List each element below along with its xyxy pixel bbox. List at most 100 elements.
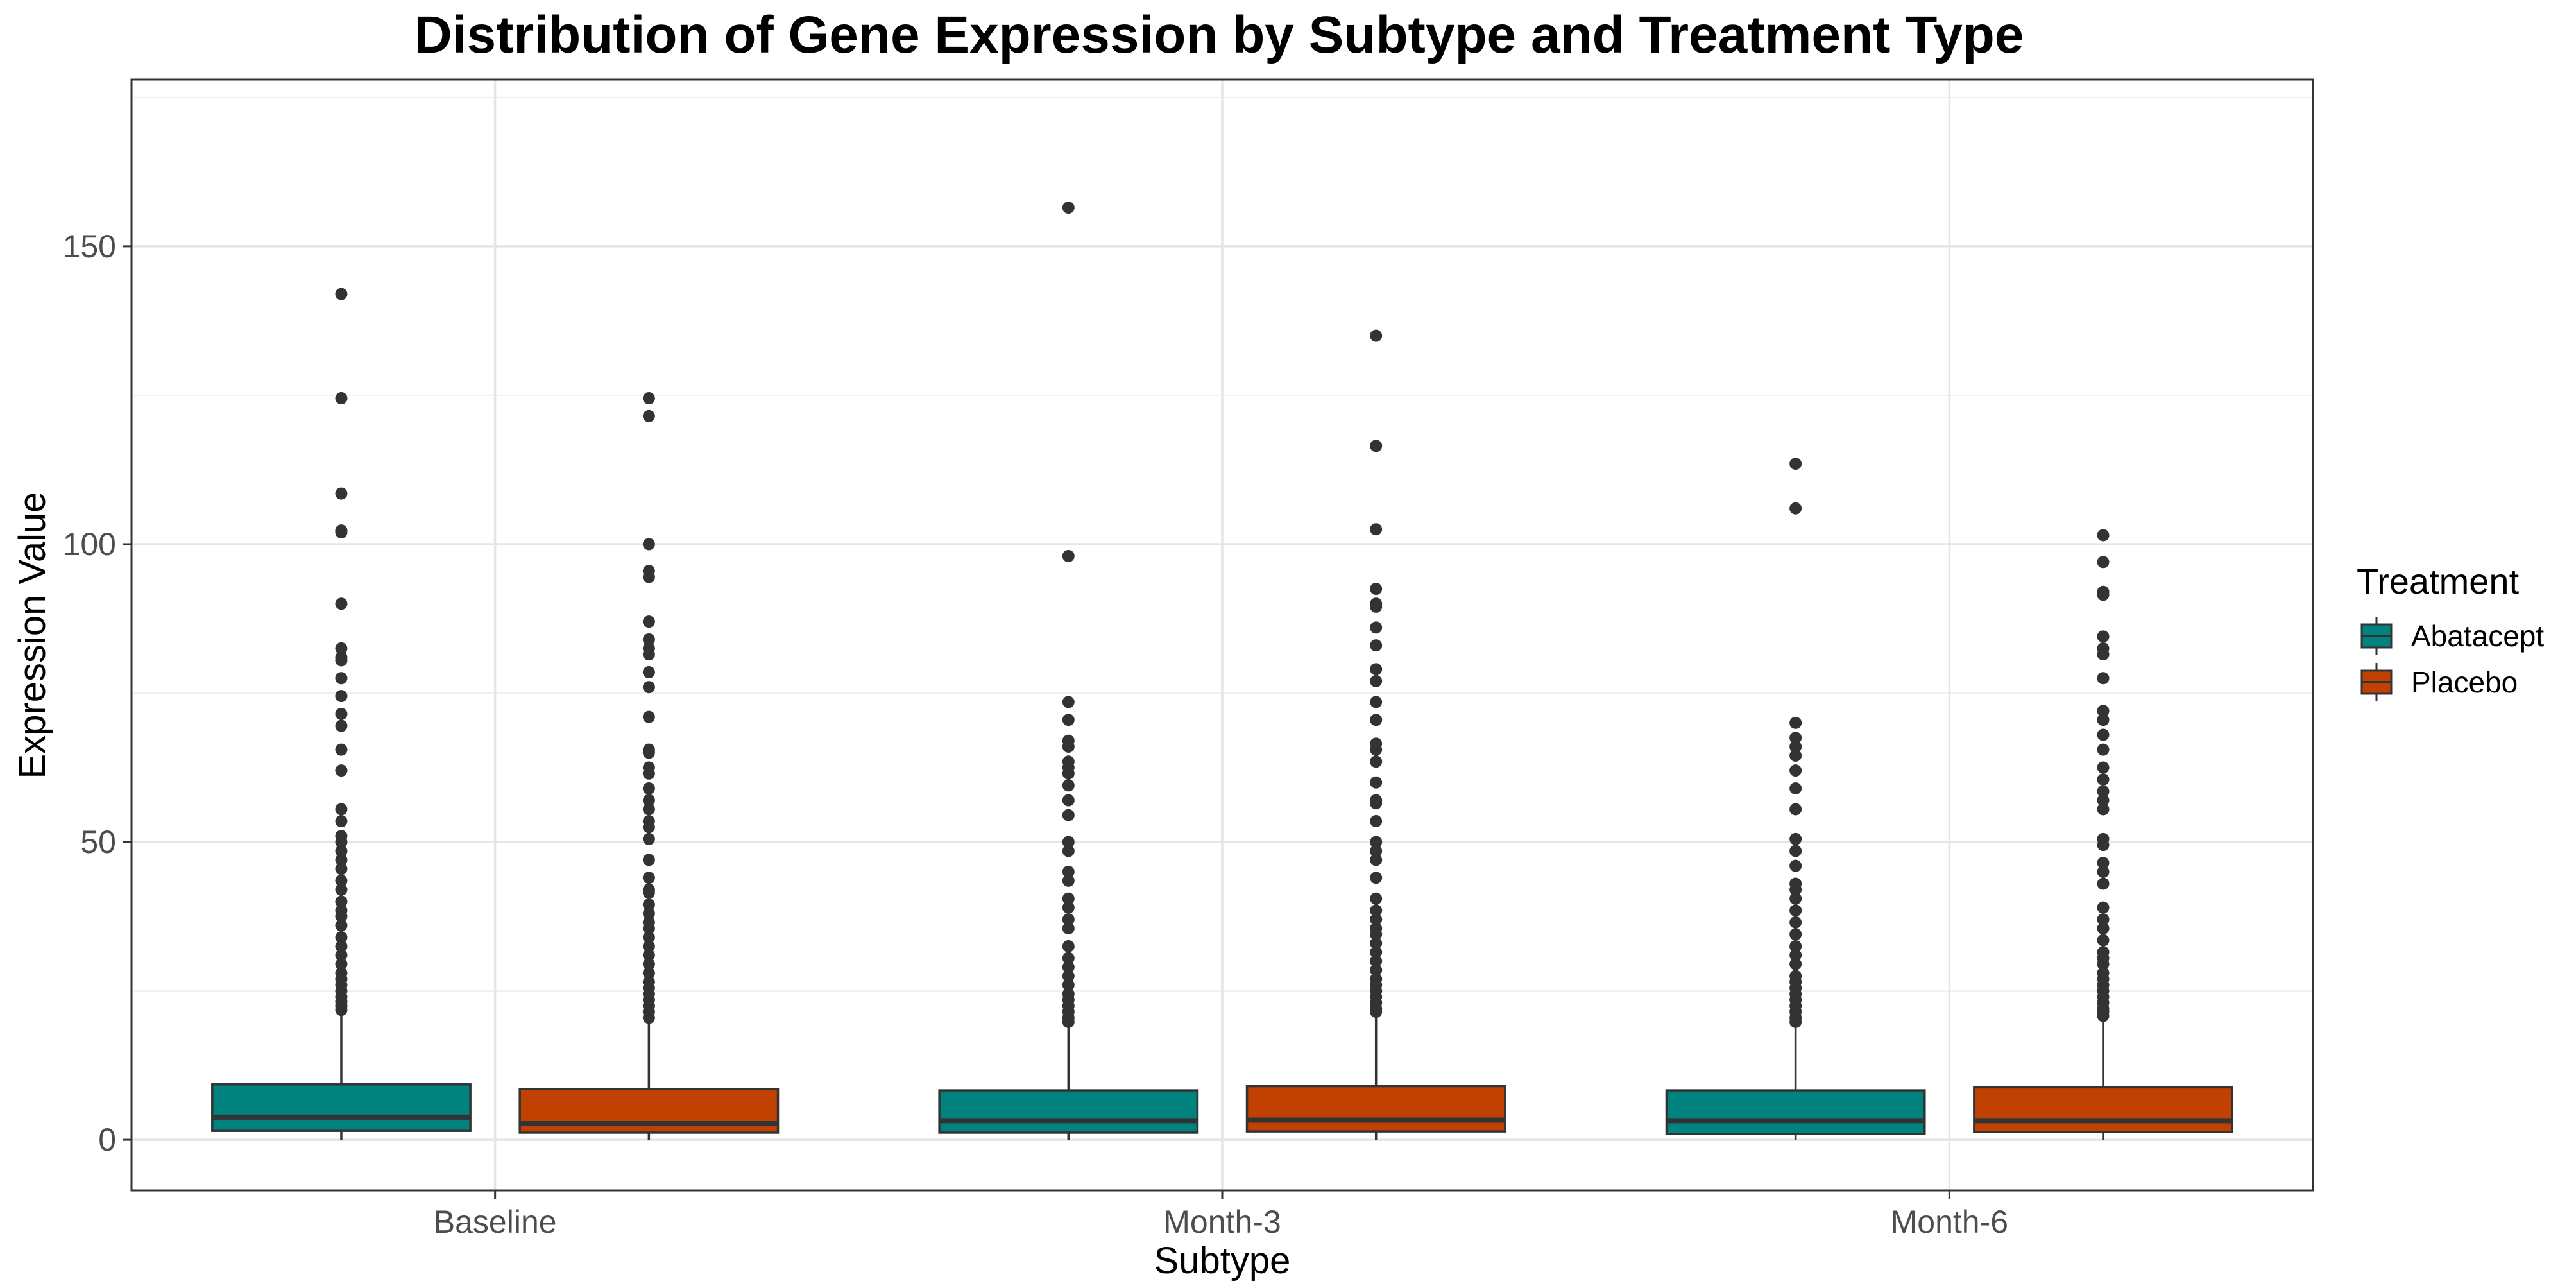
outlier-point xyxy=(335,488,347,500)
y-axis-title: Expression Value xyxy=(12,492,53,778)
outlier-point xyxy=(1062,741,1075,753)
outlier-point xyxy=(643,615,655,628)
outlier-point xyxy=(1789,458,1802,470)
box-body xyxy=(1666,1090,1924,1134)
outlier-point xyxy=(643,872,655,884)
outlier-point xyxy=(2097,744,2110,756)
box-body xyxy=(520,1089,778,1133)
outlier-point xyxy=(335,288,347,300)
outlier-point xyxy=(643,821,655,833)
outlier-point xyxy=(335,919,347,931)
outlier-point xyxy=(643,886,655,898)
outlier-point xyxy=(1062,809,1075,821)
outlier-point xyxy=(1370,663,1382,675)
outlier-point xyxy=(1062,768,1075,780)
outlier-point xyxy=(2097,773,2110,786)
outlier-point xyxy=(1370,523,1382,535)
outlier-point xyxy=(643,854,655,866)
legend-label: Placebo xyxy=(2411,665,2518,699)
outlier-point xyxy=(2097,839,2110,851)
outlier-point xyxy=(335,884,347,896)
legend: Treatment Abatacept Placebo xyxy=(2357,561,2544,701)
outlier-point xyxy=(1370,755,1382,768)
outlier-point xyxy=(643,768,655,780)
outlier-point xyxy=(1370,815,1382,827)
outlier-point xyxy=(1062,875,1075,887)
outlier-point xyxy=(335,392,347,404)
outlier-point xyxy=(1789,904,1802,916)
outlier-point xyxy=(335,526,347,538)
outlier-point xyxy=(1789,916,1802,929)
outlier-point xyxy=(1062,902,1075,914)
outlier-point xyxy=(1370,744,1382,756)
outlier-point xyxy=(1370,639,1382,651)
outlier-point xyxy=(1370,696,1382,708)
outlier-point xyxy=(2097,648,2110,660)
outlier-point xyxy=(1062,1016,1075,1028)
outlier-point xyxy=(335,690,347,702)
y-tick-label: 50 xyxy=(80,824,116,860)
outlier-point xyxy=(643,666,655,678)
outlier-point xyxy=(1370,797,1382,809)
box-body xyxy=(939,1090,1197,1133)
outlier-point xyxy=(1370,675,1382,687)
outlier-point xyxy=(1789,1016,1802,1028)
outlier-point xyxy=(1062,779,1075,791)
outlier-point xyxy=(1062,922,1075,934)
outlier-point xyxy=(335,863,347,875)
legend-label: Abatacept xyxy=(2411,619,2544,653)
outlier-point xyxy=(335,803,347,815)
outlier-point xyxy=(1370,777,1382,789)
outlier-point xyxy=(2097,529,2110,542)
x-tick-label: Month-6 xyxy=(1891,1204,2008,1240)
outlier-point xyxy=(335,597,347,610)
outlier-point xyxy=(643,571,655,583)
outlier-point xyxy=(1370,440,1382,452)
outlier-point xyxy=(2097,714,2110,726)
outlier-point xyxy=(335,672,347,684)
outlier-point xyxy=(335,815,347,827)
outlier-point xyxy=(643,648,655,660)
outlier-point xyxy=(643,538,655,550)
outlier-point xyxy=(1789,860,1802,872)
outlier-point xyxy=(1370,854,1382,866)
outlier-point xyxy=(1370,1006,1382,1018)
outlier-point xyxy=(643,410,655,422)
outlier-point xyxy=(2097,922,2110,934)
chart-title: Distribution of Gene Expression by Subty… xyxy=(414,6,2024,64)
outlier-point xyxy=(335,654,347,666)
outlier-point xyxy=(335,764,347,777)
outlier-point xyxy=(335,720,347,732)
outlier-point xyxy=(1370,601,1382,613)
outlier-point xyxy=(2097,556,2110,568)
outlier-point xyxy=(1789,782,1802,794)
outlier-point xyxy=(2097,803,2110,815)
plot-panel xyxy=(132,80,2313,1190)
outlier-point xyxy=(643,711,655,723)
outlier-point xyxy=(2097,1010,2110,1022)
x-axis-title: Subtype xyxy=(1154,1240,1291,1282)
outlier-point xyxy=(1370,583,1382,595)
y-tick-label: 100 xyxy=(63,526,116,562)
outlier-point xyxy=(2097,934,2110,947)
outlier-point xyxy=(2097,630,2110,642)
outlier-point xyxy=(2097,588,2110,601)
outlier-point xyxy=(1370,621,1382,633)
outlier-point xyxy=(1370,714,1382,726)
outlier-point xyxy=(1789,845,1802,857)
outlier-point xyxy=(1789,893,1802,905)
legend-title: Treatment xyxy=(2357,561,2520,601)
outlier-point xyxy=(1062,940,1075,952)
outlier-point xyxy=(643,746,655,759)
outlier-point xyxy=(643,681,655,693)
outlier-point xyxy=(1062,696,1075,708)
outlier-point xyxy=(643,782,655,794)
outlier-point xyxy=(1062,845,1075,857)
outlier-point xyxy=(2097,728,2110,741)
outlier-point xyxy=(335,708,347,720)
outlier-point xyxy=(1789,502,1802,515)
outlier-point xyxy=(1062,794,1075,807)
x-tick-label: Baseline xyxy=(434,1204,557,1240)
box-body xyxy=(212,1085,470,1131)
